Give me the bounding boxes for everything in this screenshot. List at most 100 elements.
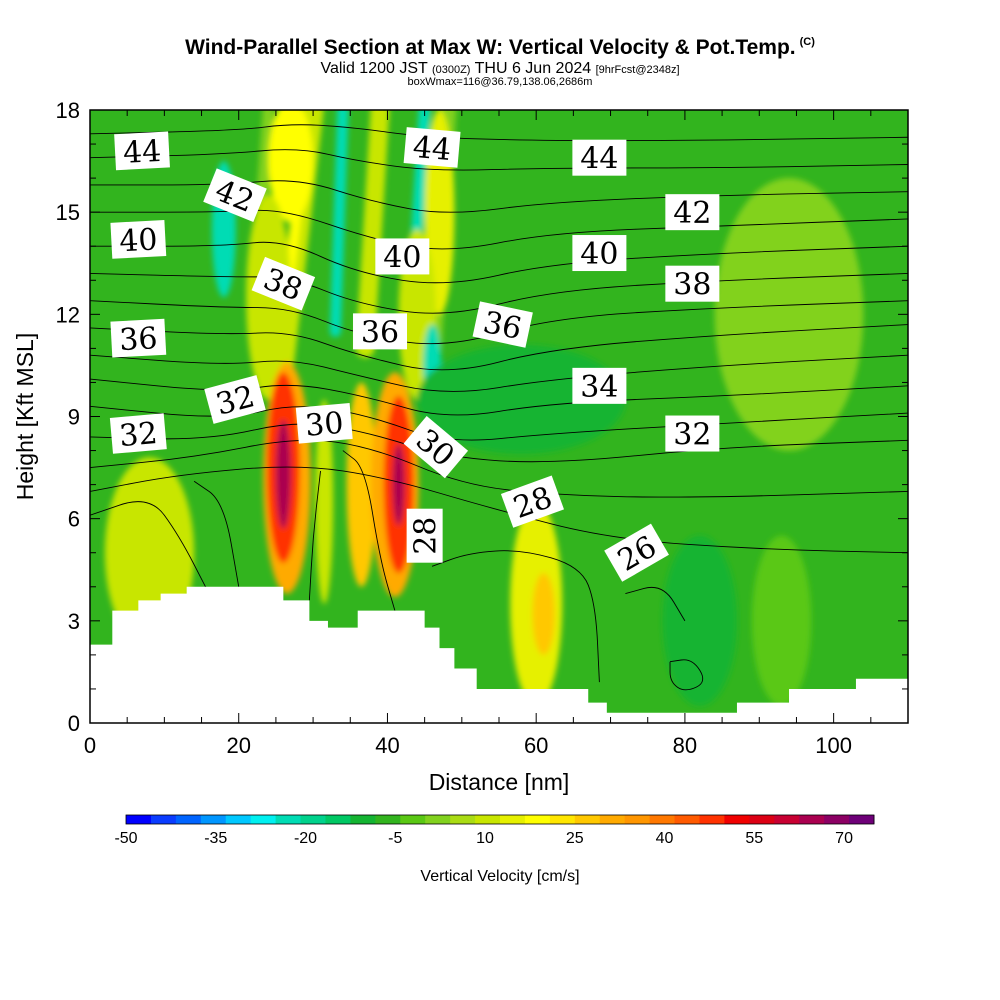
y-tick-label: 0 (68, 711, 80, 736)
x-tick-label: 0 (84, 733, 96, 758)
w-streak (329, 110, 349, 337)
colorbar-swatch (574, 815, 601, 824)
colorbar-swatch (150, 815, 177, 824)
colorbar-swatch (599, 815, 626, 824)
theta-label: 44 (114, 131, 170, 171)
colorbar-swatch (425, 815, 451, 824)
colorbar-frame (125, 814, 875, 825)
colorbar-swatch (549, 815, 576, 824)
colorbar-swatch (475, 815, 501, 824)
theta-label-text: 32 (118, 416, 159, 454)
colorbar-tick-label: 70 (835, 830, 853, 847)
theta-label-text: 28 (409, 517, 444, 555)
theta-label-bg (114, 131, 170, 171)
theta-label-bg (251, 256, 316, 311)
minor-ticks (90, 110, 908, 723)
w-cell (751, 535, 812, 706)
valid-date: THU 6 Jun 2024 (474, 60, 592, 77)
theta-label: 44 (403, 127, 461, 168)
theta-label-text: 36 (118, 321, 158, 358)
colorbar: -50 -35 -20 -5 10 25 40 55 70 Vertical Velocity [… (114, 814, 875, 885)
colorbar-tick-label: -5 (388, 830, 402, 847)
theta-label-bg (110, 220, 167, 259)
valid-time: Valid 1200 JST (320, 60, 428, 77)
theta-label: 28 (406, 508, 444, 563)
chart-title: Wind-Parallel Section at Max W: Vertical… (0, 36, 1000, 60)
theta-contour (90, 149, 908, 171)
colorbar-tick-label: -35 (204, 830, 227, 847)
theta-label: 40 (110, 220, 167, 259)
w-cell (246, 195, 291, 400)
theta-label: 42 (665, 194, 720, 231)
theta-contour (625, 586, 686, 622)
theta-label-bg (109, 413, 167, 454)
theta-label-text: 40 (118, 222, 158, 259)
y-tick-label: 3 (68, 609, 80, 634)
theta-label-text: 44 (411, 130, 452, 168)
theta-label-bg (572, 367, 627, 404)
theta-contour (90, 378, 908, 416)
theta-label: 32 (665, 415, 720, 453)
theta-label: 36 (110, 318, 167, 358)
colorbar-swatch (275, 815, 302, 824)
theta-label-text: 36 (480, 305, 525, 347)
colorbar-swatch (225, 815, 252, 824)
theta-label: 40 (572, 235, 627, 272)
colorbar-swatch (325, 815, 351, 824)
colorbar-swatch (300, 815, 326, 824)
w-cell (392, 443, 405, 526)
colorbar-swatch (450, 815, 476, 824)
forecast-info: [9hrFcst@2348z] (595, 64, 680, 76)
colorbar-swatch (126, 815, 152, 824)
theta-contour (669, 659, 704, 691)
valid-utc: (0300Z) (431, 64, 471, 76)
colorbar-tick-label: -50 (114, 830, 137, 847)
theta-label-text: 38 (673, 268, 711, 303)
w-cell (315, 399, 334, 604)
terrain-mask (90, 586, 908, 723)
theta-contour (90, 354, 908, 392)
colorbar-tick-label: -20 (294, 830, 317, 847)
theta-label-bg (665, 194, 720, 231)
theta-contour (431, 550, 600, 683)
y-tick-label: 12 (56, 302, 80, 327)
copyright-mark: (C) (799, 36, 815, 48)
theta-label-text: 44 (122, 134, 162, 171)
colorbar-swatch (699, 815, 725, 824)
theta-label-bg (295, 403, 353, 444)
theta-label: 40 (375, 238, 430, 275)
theta-label-text: 30 (304, 406, 345, 444)
theta-label: 34 (572, 367, 627, 405)
colorbar-tick-label: 10 (476, 830, 494, 847)
y-axis-label: Height [Kft MSL] (12, 333, 38, 500)
w-cell (275, 419, 291, 529)
x-tick-label: 100 (815, 733, 852, 758)
y-tick-label: 9 (68, 405, 80, 430)
colorbar-swatch (849, 815, 875, 824)
theta-label-bg (472, 301, 533, 348)
y-tick-label: 6 (68, 507, 80, 532)
colorbar-swatch (649, 815, 676, 824)
colorbar-label: Vertical Velocity [cm/s] (420, 868, 579, 885)
theta-label-bg (500, 475, 564, 528)
theta-label-bg (665, 415, 720, 452)
x-tick-label: 80 (673, 733, 697, 758)
theta-label-text: 32 (673, 418, 711, 453)
theta-label-bg (204, 375, 266, 424)
colorbar-swatch (250, 815, 277, 824)
theta-label-text: 34 (580, 370, 618, 405)
colorbar-swatch (774, 815, 800, 824)
w-cell (532, 573, 555, 655)
colorbar-swatch (400, 815, 426, 824)
theta-label-text: 40 (383, 240, 421, 275)
w-cell (714, 178, 864, 451)
x-tick-label: 60 (524, 733, 548, 758)
theta-label: 44 (572, 139, 627, 177)
theta-contour (90, 466, 908, 554)
theta-contour (90, 241, 908, 284)
colorbar-swatch (674, 815, 700, 824)
colorbar-tick-label: 25 (566, 830, 584, 847)
theta-label: 36 (472, 301, 533, 348)
